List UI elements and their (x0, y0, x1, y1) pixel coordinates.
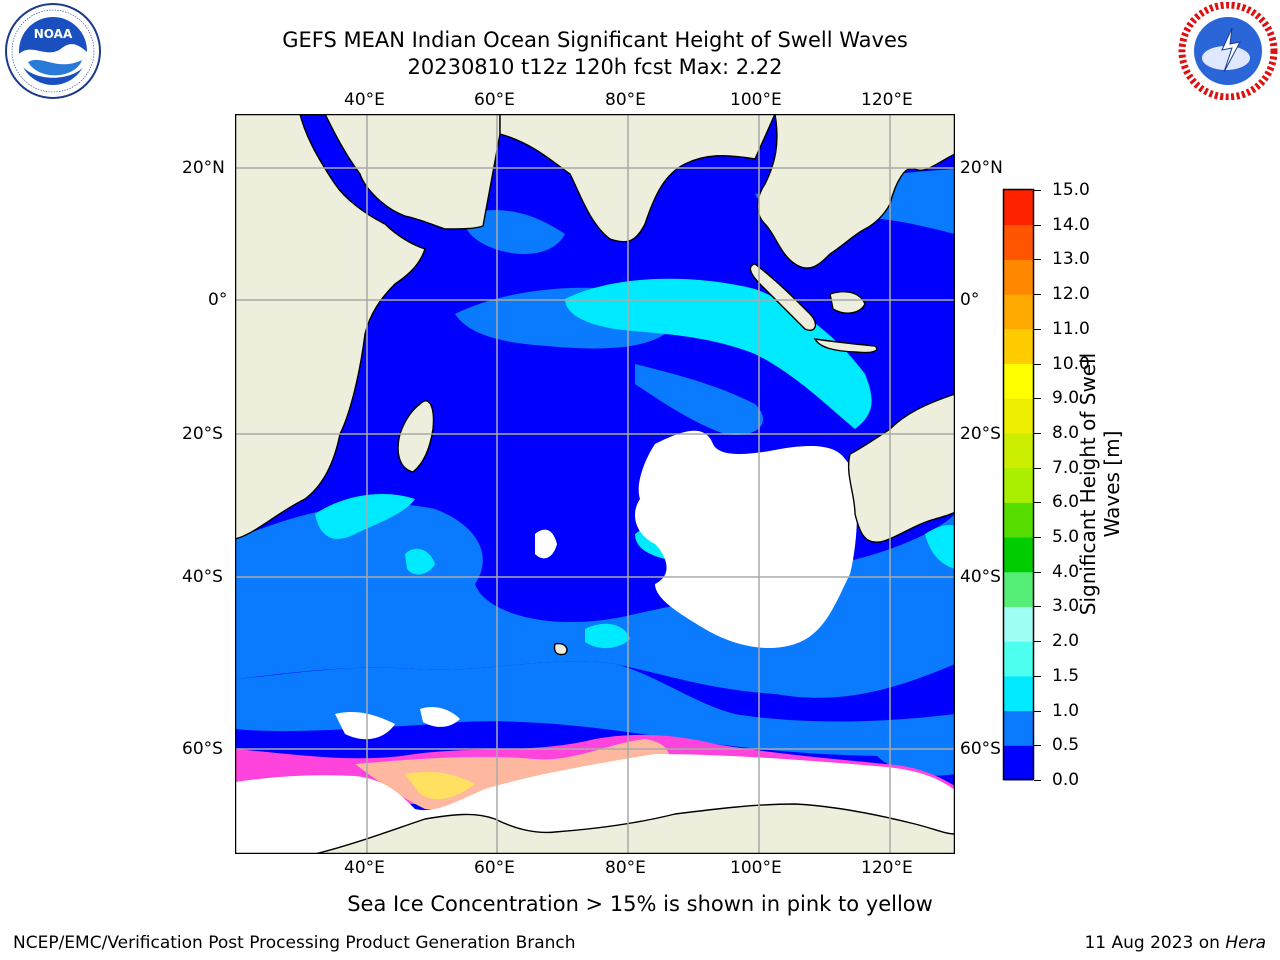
lon-tick-top-80: 80°E (605, 90, 646, 110)
colorbar-tick-13: 11.0 (1052, 318, 1090, 339)
colorbar-tick-mark-4 (1034, 641, 1041, 643)
colorbar-tick-6: 4.0 (1052, 561, 1080, 582)
colorbar-tick-mark-16 (1034, 224, 1041, 226)
lon-tick-bottom-40: 40°E (344, 858, 385, 878)
colorbar-cell-16 (1004, 190, 1033, 226)
map-gridlines (235, 114, 955, 854)
colorbar-tick-mark-6 (1034, 571, 1041, 573)
colorbar-cell-0 (1004, 745, 1033, 781)
lon-tick-top-120: 120°E (861, 90, 913, 110)
colorbar-cell-3 (1004, 641, 1033, 677)
lat-tick-right-40s: 40°S (960, 567, 1001, 587)
colorbar-frame (1002, 188, 1035, 781)
colorbar-tick-mark-9 (1034, 467, 1041, 469)
colorbar (1002, 188, 1035, 781)
colorbar-cell-9 (1004, 432, 1033, 469)
colorbar-tick-8: 6.0 (1052, 492, 1080, 513)
colorbar-tick-3: 1.5 (1052, 665, 1080, 686)
colorbar-tick-0: 0.0 (1052, 770, 1080, 790)
nws-logo (1178, 2, 1278, 100)
colorbar-cell-12 (1004, 328, 1033, 365)
no-data-patches (335, 430, 857, 740)
colorbar-tick-mark-10 (1034, 432, 1041, 434)
lon-tick-bottom-100: 100°E (730, 858, 782, 878)
colorbar-cell-7 (1004, 502, 1033, 538)
colorbar-tick-15: 13.0 (1052, 249, 1090, 270)
colorbar-cell-13 (1004, 294, 1033, 330)
colorbar-label: Significant Height of Swell Waves [m] (1076, 352, 1124, 616)
lat-tick-right-20s: 20°S (960, 424, 1001, 444)
colorbar-cell-11 (1004, 363, 1033, 399)
colorbar-cell-14 (1004, 259, 1033, 295)
colorbar-cell-15 (1004, 224, 1033, 260)
sea-ice-caption: Sea Ice Concentration > 15% is shown in … (347, 892, 933, 916)
colorbar-tick-mark-0 (1034, 780, 1041, 781)
colorbar-tick-17: 15.0 (1052, 180, 1090, 200)
colorbar-tick-mark-3 (1034, 675, 1041, 677)
lon-tick-top-100: 100°E (730, 90, 782, 110)
lon-tick-bottom-80: 80°E (605, 858, 646, 878)
footer-date-text: 11 Aug 2023 on (1084, 933, 1226, 953)
colorbar-tick-mark-7 (1034, 537, 1041, 539)
colorbar-tick-mark-2 (1034, 710, 1041, 712)
footer-date: 11 Aug 2023 on Hera (1084, 933, 1266, 953)
colorbar-cell-5 (1004, 571, 1033, 607)
colorbar-tick-9: 7.0 (1052, 457, 1080, 478)
map-title: GEFS MEAN Indian Ocean Significant Heigh… (282, 28, 908, 52)
colorbar-tick-mark-15 (1034, 259, 1041, 261)
colorbar-tick-7: 5.0 (1052, 527, 1080, 548)
lon-tick-top-40: 40°E (344, 90, 385, 110)
footer-machine: Hera (1225, 933, 1266, 953)
colorbar-tick-4: 2.0 (1052, 631, 1080, 652)
lat-tick-left-20s: 20°S (182, 424, 223, 444)
lat-tick-left-0: 0° (208, 290, 228, 310)
colorbar-cell-6 (1004, 537, 1033, 573)
lat-tick-right-20n: 20°N (960, 158, 1003, 178)
lat-tick-left-20n: 20°N (182, 158, 225, 178)
lon-tick-top-60: 60°E (474, 90, 515, 110)
lat-tick-right-0: 0° (960, 290, 980, 310)
lon-tick-bottom-120: 120°E (861, 858, 913, 878)
colorbar-tick-14: 12.0 (1052, 284, 1090, 305)
lon-tick-bottom-60: 60°E (474, 858, 515, 878)
colorbar-tick-mark-8 (1034, 502, 1041, 504)
colorbar-tick-mark-1 (1034, 745, 1041, 747)
colorbar-tick-mark-14 (1034, 294, 1041, 296)
colorbar-tick-11: 9.0 (1052, 388, 1080, 409)
colorbar-cell-1 (1004, 710, 1033, 746)
noaa-logo: NOAA (5, 3, 101, 99)
colorbar-tick-16: 14.0 (1052, 214, 1090, 235)
colorbar-tick-5: 3.0 (1052, 596, 1080, 617)
sea-ice-yellow (405, 772, 475, 800)
colorbar-tick-mark-13 (1034, 328, 1041, 330)
swell-height-map (235, 114, 955, 854)
colorbar-cell-10 (1004, 398, 1033, 434)
map-subtitle: 20230810 t12z 120h fcst Max: 2.22 (407, 55, 783, 79)
lat-tick-left-60s: 60°S (182, 739, 223, 759)
colorbar-cell-8 (1004, 467, 1033, 503)
colorbar-tick-10: 8.0 (1052, 422, 1080, 443)
colorbar-tick-mark-5 (1034, 606, 1041, 608)
colorbar-tick-2: 1.0 (1052, 700, 1080, 721)
colorbar-tick-mark-12 (1034, 363, 1041, 365)
colorbar-tick-1: 0.5 (1052, 735, 1080, 756)
colorbar-tick-12: 10.0 (1052, 353, 1090, 374)
colorbar-cell-2 (1004, 675, 1033, 712)
colorbar-cell-4 (1004, 606, 1033, 642)
colorbar-tick-mark-17 (1034, 190, 1041, 191)
lat-tick-left-40s: 40°S (182, 567, 223, 587)
land-masses (235, 114, 955, 854)
footer-branch: NCEP/EMC/Verification Post Processing Pr… (13, 933, 576, 953)
colorbar-tick-mark-11 (1034, 398, 1041, 400)
map-frame (235, 114, 955, 854)
noaa-logo-text: NOAA (34, 27, 73, 41)
lat-tick-right-60s: 60°S (960, 739, 1001, 759)
